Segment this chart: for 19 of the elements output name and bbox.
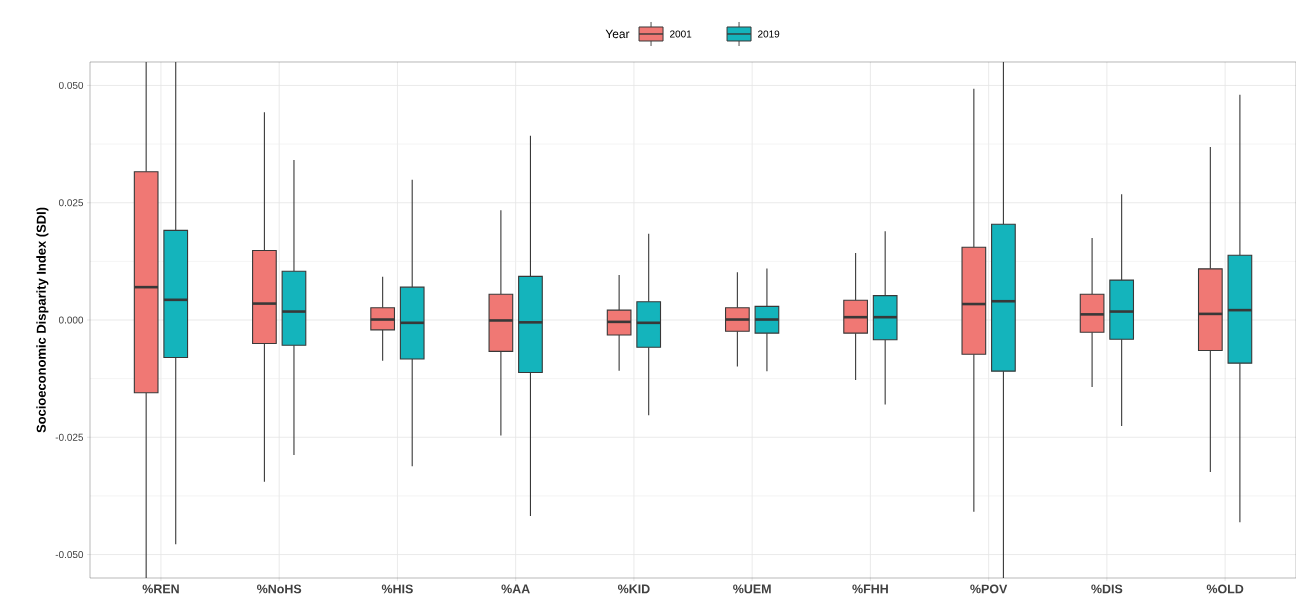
x-tick-label: %FHH bbox=[852, 584, 888, 594]
x-tick-label: %REN bbox=[142, 584, 179, 594]
x-tick-label: %AA bbox=[501, 584, 530, 594]
x-tick-label: %UEM bbox=[733, 584, 771, 594]
legend-title: Year bbox=[605, 29, 630, 39]
x-tick-label: %KID bbox=[617, 584, 650, 594]
x-tick-label: %NoHS bbox=[257, 584, 302, 594]
legend-label: 2019 bbox=[758, 30, 780, 38]
x-tick-label: %DIS bbox=[1091, 584, 1123, 594]
y-tick-label: 0.025 bbox=[58, 199, 84, 207]
x-tick-label: %POV bbox=[970, 584, 1008, 594]
y-tick-label: 0.050 bbox=[58, 81, 84, 89]
x-tick-label: %HIS bbox=[381, 584, 413, 594]
y-tick-label: -0.025 bbox=[55, 433, 84, 441]
legend-label: 2001 bbox=[670, 30, 692, 38]
y-tick-label: 0.000 bbox=[58, 316, 84, 324]
y-axis-title: Socioeconomic Disparity Index (SDI) bbox=[36, 207, 49, 433]
y-tick-label: -0.050 bbox=[55, 551, 84, 559]
x-tick-label: %OLD bbox=[1206, 584, 1244, 594]
